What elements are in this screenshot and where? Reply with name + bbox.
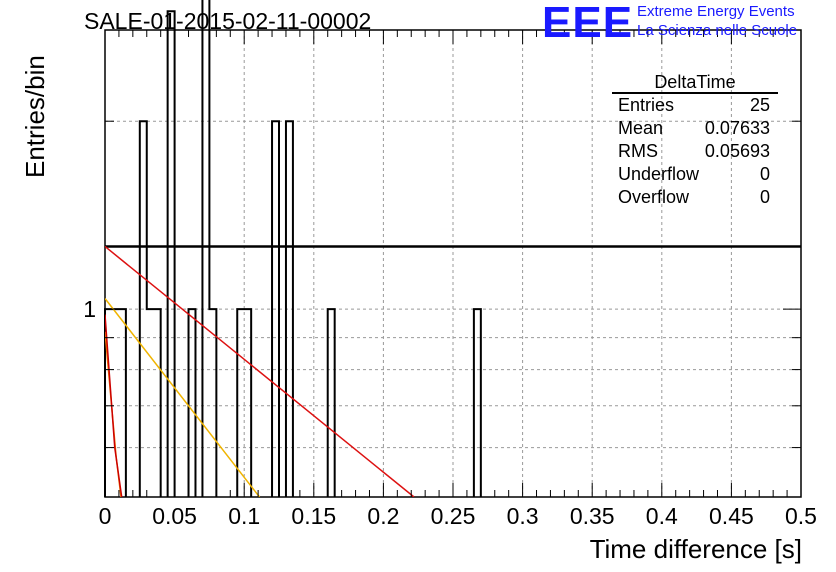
stats-value: 0 — [759, 164, 770, 184]
x-tick-label: 0.1 — [228, 503, 260, 529]
stats-value: 0.05693 — [704, 141, 770, 161]
x-tick-label: 0.2 — [367, 503, 399, 529]
x-tick-label: 0.05 — [152, 503, 197, 529]
x-tick-label: 0 — [99, 503, 112, 529]
x-tick-label: 0.15 — [291, 503, 336, 529]
stats-row-rms: RMS 0.05693 — [612, 140, 778, 163]
stats-label: Overflow — [618, 187, 690, 207]
stats-row-underflow: Underflow 0 — [612, 163, 778, 186]
fit-curve — [105, 245, 415, 497]
x-tick-label: 0.5 — [785, 503, 817, 529]
stats-box: DeltaTime Entries 25 Mean 0.07633 RMS 0.… — [612, 72, 778, 209]
stats-label: RMS — [618, 141, 658, 161]
x-tick-label: 0.25 — [431, 503, 476, 529]
y-tick-label: 1 — [83, 296, 96, 322]
stats-row-overflow: Overflow 0 — [612, 186, 778, 209]
x-tick-label: 0.4 — [646, 503, 678, 529]
stats-value: 0 — [759, 187, 770, 207]
stats-value: 0.07633 — [704, 118, 770, 138]
eee-logo-line2: La Scienza nelle Scuole — [637, 22, 798, 39]
stats-label: Mean — [618, 118, 664, 138]
eee-logo-mark: EEE — [542, 0, 634, 47]
stats-row-entries: Entries 25 — [612, 94, 778, 117]
stats-value: 25 — [749, 95, 770, 115]
x-tick-label: 0.45 — [709, 503, 754, 529]
x-tick-label: 0.35 — [570, 503, 615, 529]
eee-logo-line1: Extreme Energy Events — [637, 3, 795, 20]
x-axis-label: Time difference [s] — [589, 534, 802, 564]
fit-curve — [105, 314, 123, 497]
stats-header: DeltaTime — [612, 72, 778, 94]
stats-row-mean: Mean 0.07633 — [612, 117, 778, 140]
x-tick-label: 0.3 — [507, 503, 539, 529]
stats-label: Entries — [618, 95, 675, 115]
chart-title: SALE-01-2015-02-11-00002 — [84, 8, 372, 34]
stats-label: Underflow — [618, 164, 700, 184]
histogram-bins — [104, 0, 482, 497]
fit-curve — [105, 298, 261, 497]
y-axis-label: Entries/bin — [20, 55, 50, 178]
